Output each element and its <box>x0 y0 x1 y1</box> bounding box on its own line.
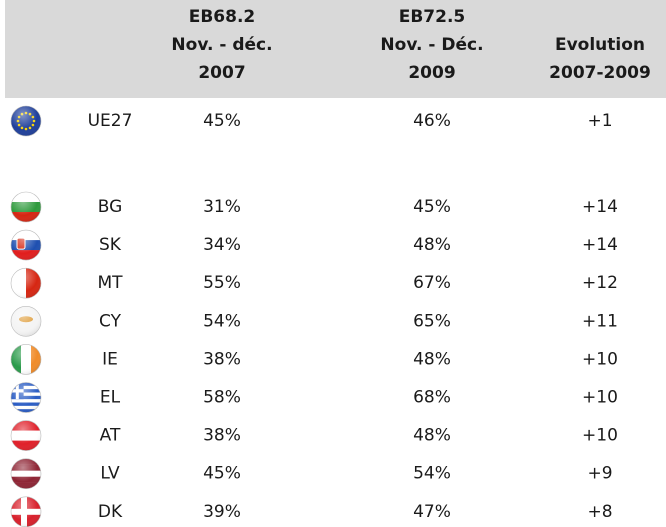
header-cell: Nov. - Déc. <box>380 35 483 55</box>
table-cell: LV <box>100 464 120 484</box>
table-cell: +9 <box>587 464 612 484</box>
table-cell: +11 <box>582 311 618 331</box>
table-cell: 45% <box>203 464 241 484</box>
table-cell: 67% <box>413 273 451 293</box>
flag-icon <box>10 229 42 261</box>
flag-shine <box>10 344 42 375</box>
flag-shine <box>10 382 42 413</box>
flag-icon <box>10 305 42 337</box>
flag-shine <box>10 229 42 261</box>
header-cell: 2009 <box>408 63 455 83</box>
header-cell: EB72.5 <box>399 7 466 27</box>
table-cell: +12 <box>582 273 618 293</box>
flag-icon <box>10 382 42 413</box>
table-cell: 54% <box>413 464 451 484</box>
flag-shine <box>10 496 42 527</box>
table-cell: +10 <box>582 426 618 446</box>
table-cell: 45% <box>413 197 451 217</box>
table-cell: DK <box>98 502 123 522</box>
flag-shine <box>10 305 42 337</box>
table-cell: 46% <box>413 111 451 131</box>
table-cell: 58% <box>203 388 241 408</box>
table-cell: 31% <box>203 197 241 217</box>
table-cell: 38% <box>203 426 241 446</box>
table-cell: IE <box>102 349 118 369</box>
table-cell: 48% <box>413 349 451 369</box>
flag-icon <box>10 458 42 490</box>
table-cell: 34% <box>203 235 241 255</box>
table-cell: +14 <box>582 235 618 255</box>
flag-shine <box>10 420 42 451</box>
flag-icon <box>10 191 42 223</box>
table-cell: 65% <box>413 311 451 331</box>
flag-shine <box>10 458 42 490</box>
table-cell: +10 <box>582 349 618 369</box>
header-cell: 2007 <box>198 63 245 83</box>
flag-icon <box>10 344 42 375</box>
table-cell: 45% <box>203 111 241 131</box>
table-cell: +10 <box>582 388 618 408</box>
table-cell: 38% <box>203 349 241 369</box>
header-cell: 2007-2009 <box>549 63 651 83</box>
table-cell: 68% <box>413 388 451 408</box>
flag-icon <box>10 105 42 137</box>
header-cell: Evolution <box>555 35 645 55</box>
flag-shine <box>10 191 42 223</box>
table-cell: SK <box>99 235 122 255</box>
table-cell: 55% <box>203 273 241 293</box>
flag-shine <box>10 267 42 299</box>
table-cell: +14 <box>582 197 618 217</box>
flag-icon <box>10 420 42 451</box>
table-cell: 48% <box>413 426 451 446</box>
header-cell: EB68.2 <box>189 7 256 27</box>
table-cell: EL <box>100 388 121 408</box>
table-cell: MT <box>97 273 123 293</box>
table-cell: UE27 <box>88 111 133 131</box>
header-background <box>5 0 666 98</box>
table-cell: 48% <box>413 235 451 255</box>
flag-shine <box>10 105 42 137</box>
table-cell: 39% <box>203 502 241 522</box>
flag-icon <box>10 496 42 527</box>
header-cell: Nov. - déc. <box>171 35 272 55</box>
table-cell: 47% <box>413 502 451 522</box>
table-cell: BG <box>98 197 123 217</box>
table-cell: +8 <box>587 502 612 522</box>
table-cell: +1 <box>587 111 612 131</box>
flag-icon <box>10 267 42 299</box>
table-cell: 54% <box>203 311 241 331</box>
table-cell: CY <box>99 311 122 331</box>
table-cell: AT <box>100 426 121 446</box>
